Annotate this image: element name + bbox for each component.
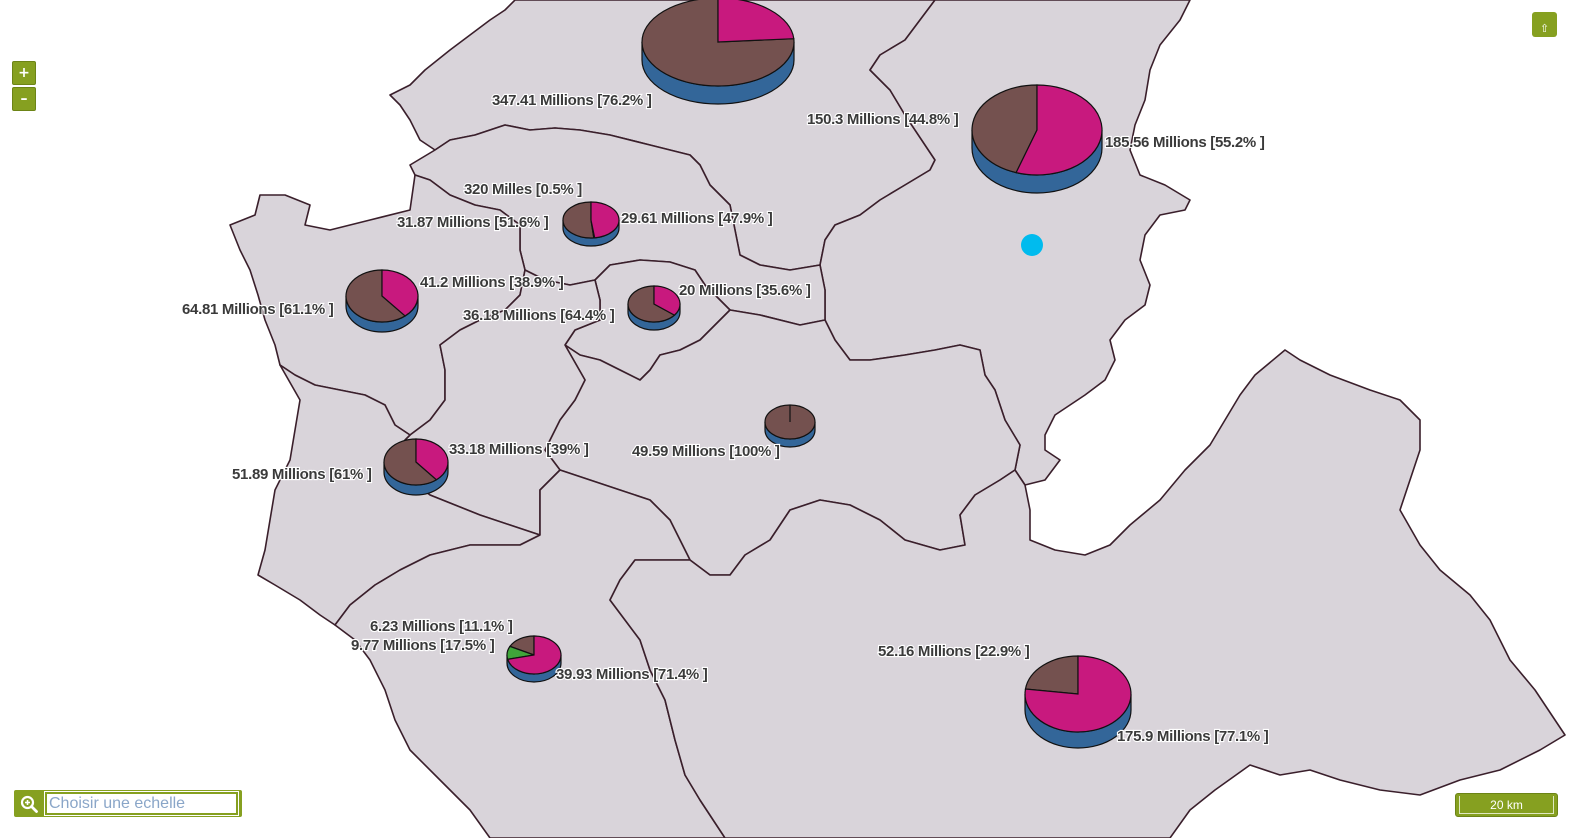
pie-slice[interactable] bbox=[1024, 655, 1132, 733]
pie-label: 51.89 Millions [61% ] bbox=[232, 466, 372, 483]
pie-label: 33.18 Millions [39% ] bbox=[449, 441, 589, 458]
up-arrow-icon: ⇧ bbox=[1539, 22, 1550, 35]
pie-label: 9.77 Millions [17.5% ] bbox=[351, 637, 495, 654]
pie-label: 49.59 Millions [100% ] bbox=[632, 443, 780, 460]
zoom-in-button[interactable]: + bbox=[12, 61, 36, 85]
pie-slice[interactable] bbox=[381, 269, 419, 317]
pie-label: 347.41 Millions [76.2% ] bbox=[492, 92, 652, 109]
scale-input[interactable] bbox=[44, 791, 239, 816]
pie-label: 36.18 Millions [64.4% ] bbox=[463, 307, 615, 324]
pie-slice[interactable] bbox=[562, 201, 595, 239]
pie-label: 52.16 Millions [22.9% ] bbox=[878, 643, 1030, 660]
scale-bar: 20 km bbox=[1455, 793, 1558, 817]
pie-label: 64.81 Millions [61.1% ] bbox=[182, 301, 334, 318]
scale-chooser bbox=[14, 790, 242, 817]
pie-charts bbox=[345, 0, 1132, 749]
pie-slice[interactable] bbox=[1015, 84, 1103, 176]
pie-label: 20 Millions [35.6% ] bbox=[679, 282, 811, 299]
pie-slice[interactable] bbox=[641, 0, 795, 87]
pie-label: 150.3 Millions [44.8% ] bbox=[807, 111, 959, 128]
regions bbox=[229, 0, 1566, 838]
scale-bar-label: 20 km bbox=[1459, 796, 1554, 814]
pie-slice[interactable] bbox=[971, 84, 1038, 174]
pie-chart[interactable] bbox=[345, 269, 419, 333]
pie-chart[interactable] bbox=[562, 201, 620, 247]
pie-slice[interactable] bbox=[653, 285, 681, 316]
pie-chart[interactable] bbox=[383, 438, 449, 496]
pie-chart[interactable] bbox=[1024, 655, 1132, 749]
pie-chart[interactable] bbox=[506, 635, 562, 683]
pie-slice[interactable] bbox=[506, 635, 562, 675]
pie-label: 185.56 Millions [55.2% ] bbox=[1105, 134, 1265, 151]
pie-slice[interactable] bbox=[717, 0, 795, 43]
pie-slice[interactable] bbox=[415, 438, 449, 481]
pie-label: 31.87 Millions [51.6% ] bbox=[397, 214, 549, 231]
pie-chart[interactable] bbox=[971, 84, 1103, 194]
pie-slice[interactable] bbox=[1024, 655, 1079, 695]
pie-chart[interactable] bbox=[641, 0, 795, 105]
region-southeast[interactable] bbox=[609, 349, 1566, 838]
pie-slice[interactable] bbox=[627, 285, 676, 323]
pie-label: 320 Milles [0.5% ] bbox=[464, 181, 582, 198]
pie-label: 6.23 Millions [11.1% ] bbox=[370, 618, 513, 635]
location-marker[interactable] bbox=[1021, 234, 1043, 256]
pie-labels: 347.41 Millions [76.2% ] 150.3 Millions … bbox=[181, 91, 1270, 746]
pie-chart[interactable] bbox=[627, 285, 681, 331]
pie-label: 29.61 Millions [47.9% ] bbox=[621, 210, 773, 227]
pie-label: 39.93 Millions [71.4% ] bbox=[556, 666, 708, 683]
up-arrow-button[interactable]: ⇧ bbox=[1532, 12, 1557, 37]
pie-label: 41.2 Millions [38.9% ] bbox=[420, 274, 564, 291]
pie-label: 175.9 Millions [77.1% ] bbox=[1117, 728, 1269, 745]
zoom-search-icon[interactable] bbox=[18, 793, 40, 815]
pie-chart[interactable] bbox=[764, 404, 816, 448]
zoom-out-button[interactable]: – bbox=[12, 87, 36, 111]
pie-slice[interactable] bbox=[345, 269, 407, 323]
pie-slice[interactable] bbox=[590, 201, 620, 239]
pie-slice[interactable] bbox=[383, 438, 438, 486]
